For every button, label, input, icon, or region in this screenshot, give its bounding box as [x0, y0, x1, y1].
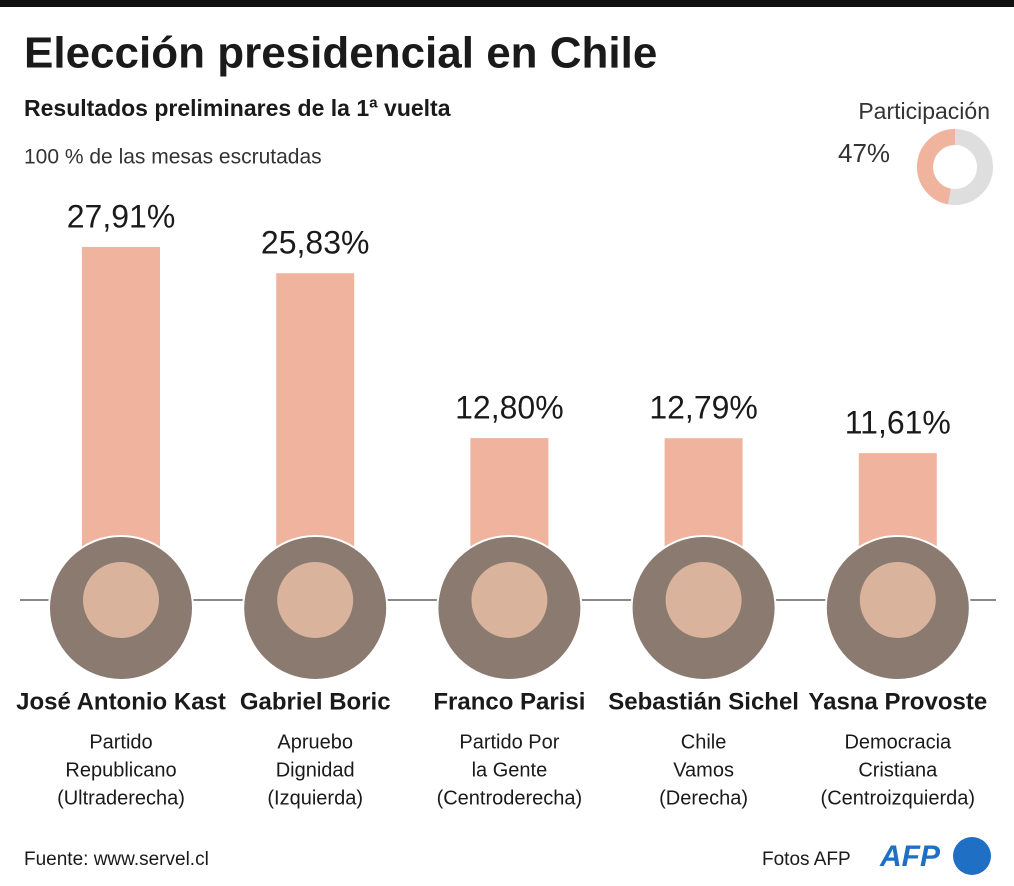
chart-note: 100 % de las mesas escrutadas [24, 146, 322, 169]
party-line: Partido [89, 731, 152, 753]
candidate-name: Yasna Provoste [808, 688, 987, 715]
party-line: Partido Por [459, 731, 559, 753]
party-line: (Derecha) [659, 787, 748, 809]
party-line: Vamos [673, 759, 734, 781]
party-line: (Centroizquierda) [821, 787, 976, 809]
photo-face [859, 562, 936, 638]
party-line: Republicano [65, 759, 176, 781]
logo: AFP [879, 840, 941, 873]
chart-title: Elección presidencial en Chile [24, 29, 657, 78]
value-label: 12,79% [649, 390, 758, 426]
chart-subtitle: Resultados preliminares de la 1ª vuelta [24, 95, 451, 121]
photo-face [471, 562, 548, 638]
source: Fuente: www.servel.cl [24, 849, 209, 870]
candidate-name: Gabriel Boric [240, 688, 391, 715]
party-line: (Izquierda) [267, 787, 363, 809]
donut-share [917, 129, 956, 205]
value-label: 25,83% [261, 225, 370, 261]
party-line: (Centroderecha) [437, 787, 583, 809]
photo-face [83, 562, 159, 638]
value-label: 11,61% [845, 405, 951, 441]
party-line: Dignidad [276, 759, 355, 781]
candidate-name: Sebastián Sichel [608, 688, 799, 715]
top-rule [0, 0, 1014, 7]
logo-circle [953, 837, 991, 875]
party-line: (Ultraderecha) [57, 787, 185, 809]
party-line: la Gente [472, 759, 548, 781]
photo-face [665, 562, 742, 638]
candidate-name: Franco Parisi [433, 688, 585, 715]
credit: Fotos AFP [762, 849, 851, 870]
party-line: Chile [681, 731, 727, 753]
party-line: Apruebo [277, 731, 353, 753]
candidate-name: José Antonio Kast [16, 688, 226, 715]
participation-label: Participación [858, 98, 990, 124]
value-label: 27,91% [67, 198, 176, 234]
participation-value: 47% [838, 138, 890, 168]
photo-face [277, 562, 354, 638]
party-line: Democracia [844, 731, 952, 753]
party-line: Cristiana [858, 759, 938, 781]
value-label: 12,80% [455, 390, 564, 426]
